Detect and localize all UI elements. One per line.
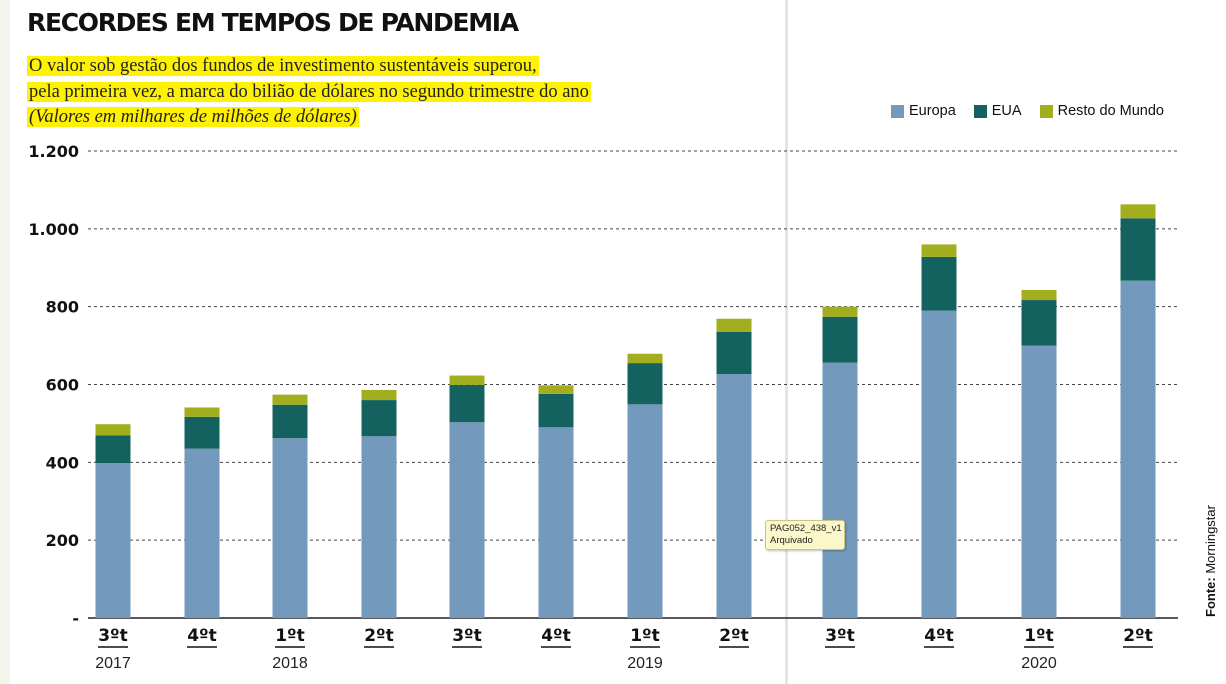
- year-label: 2019: [627, 655, 663, 672]
- legend-label-eua: EUA: [991, 103, 1022, 119]
- left-margin-strip: [0, 0, 10, 684]
- year-label: 2017: [95, 655, 131, 672]
- y-tick-label: 800: [46, 298, 79, 317]
- bar-segment-eua: [1120, 218, 1156, 281]
- bar-segment-europa: [449, 422, 485, 618]
- y-tick-label: -: [72, 609, 79, 628]
- tooltip-status: Arquivado: [770, 535, 813, 546]
- bar-segment-resto-do-mundo: [921, 244, 957, 257]
- x-tick-label: 2ºt: [364, 626, 394, 646]
- bar-segment-eua: [1021, 300, 1057, 346]
- bar-segment-resto-do-mundo: [1120, 204, 1156, 219]
- x-tick-label: 3ºt: [98, 626, 128, 646]
- x-tick-label: 2ºt: [719, 626, 749, 646]
- bar-segment-europa: [361, 436, 397, 618]
- x-tick-label: 1ºt: [1024, 626, 1054, 646]
- y-tick-label: 400: [46, 453, 79, 472]
- bar-segment-resto-do-mundo: [95, 424, 131, 436]
- bar-segment-eua: [95, 435, 131, 464]
- subtitle-line-2: pela primeira vez, a marca do bilião de …: [27, 81, 591, 102]
- bar-segment-resto-do-mundo: [184, 407, 220, 417]
- subtitle-units: (Valores em milhares de milhões de dólar…: [27, 107, 359, 127]
- y-tick-label: 1.000: [28, 220, 79, 239]
- y-tick-label: 1.200: [28, 142, 79, 161]
- tooltip-filename: PAG052_438_v1: [770, 523, 842, 534]
- bar-segment-eua: [184, 416, 220, 449]
- bar-segment-eua: [921, 256, 957, 311]
- legend-item-eua: EUA: [973, 103, 1022, 119]
- source-credit: Fonte: Morningstar: [1203, 505, 1218, 617]
- file-tooltip: PAG052_438_v1 Arquivado: [765, 520, 845, 550]
- x-tick-label: 3ºt: [452, 626, 482, 646]
- y-tick-label: 600: [46, 376, 79, 395]
- bar-segment-europa: [716, 373, 752, 618]
- year-divider: [785, 0, 788, 684]
- bar-segment-resto-do-mundo: [716, 318, 752, 332]
- bar-segment-europa: [1120, 280, 1156, 618]
- year-label: 2020: [1021, 655, 1057, 672]
- x-tick-label: 1ºt: [630, 626, 660, 646]
- subtitle-line-1: O valor sob gestão dos fundos de investi…: [27, 56, 539, 76]
- bar-segment-europa: [184, 448, 220, 618]
- bar-segment-resto-do-mundo: [1021, 289, 1057, 301]
- bar-segment-eua: [449, 384, 485, 423]
- bar-segment-eua: [822, 316, 858, 363]
- year-label: 2018: [272, 655, 308, 672]
- x-tick-label: 3ºt: [825, 626, 855, 646]
- bar-segment-eua: [361, 400, 397, 437]
- source-label: Fonte:: [1203, 577, 1218, 617]
- source-value: Morningstar: [1203, 505, 1218, 574]
- legend-item-europa: Europa: [891, 103, 956, 119]
- legend-label-europa: Europa: [909, 103, 956, 119]
- y-tick-label: 200: [46, 531, 79, 550]
- bar-segment-europa: [272, 438, 308, 618]
- x-tick-label: 2ºt: [1123, 626, 1153, 646]
- x-tick-label: 4ºt: [187, 626, 217, 646]
- x-tick-label: 4ºt: [541, 626, 571, 646]
- chart-subtitle: O valor sob gestão dos fundos de investi…: [27, 54, 591, 131]
- legend-swatch-resto: [1039, 104, 1053, 118]
- legend-item-resto: Resto do Mundo: [1039, 103, 1164, 119]
- bar-segment-europa: [95, 463, 131, 618]
- bar-segment-resto-do-mundo: [822, 306, 858, 317]
- bar-segment-europa: [538, 427, 574, 618]
- bar-segment-eua: [627, 363, 663, 405]
- legend-swatch-eua: [973, 104, 987, 118]
- bar-segment-resto-do-mundo: [272, 394, 308, 405]
- x-tick-label: 1ºt: [275, 626, 305, 646]
- bar-segment-resto-do-mundo: [449, 375, 485, 385]
- legend-label-resto: Resto do Mundo: [1057, 103, 1164, 119]
- chart-legend: Europa EUA Resto do Mundo: [891, 103, 1164, 119]
- bar-segment-resto-do-mundo: [538, 385, 574, 394]
- bar-segment-europa: [627, 404, 663, 618]
- bar-segment-resto-do-mundo: [627, 353, 663, 364]
- x-tick-label: 4ºt: [924, 626, 954, 646]
- bar-segment-eua: [538, 393, 574, 428]
- bar-segment-resto-do-mundo: [361, 389, 397, 401]
- bar-segment-europa: [921, 310, 957, 618]
- legend-swatch-europa: [891, 104, 904, 118]
- bar-segment-europa: [822, 362, 858, 618]
- bar-segment-eua: [272, 404, 308, 439]
- bar-segment-eua: [716, 331, 752, 374]
- bar-segment-europa: [1021, 345, 1057, 618]
- chart-title: RECORDES EM TEMPOS DE PANDEMIA: [27, 8, 519, 37]
